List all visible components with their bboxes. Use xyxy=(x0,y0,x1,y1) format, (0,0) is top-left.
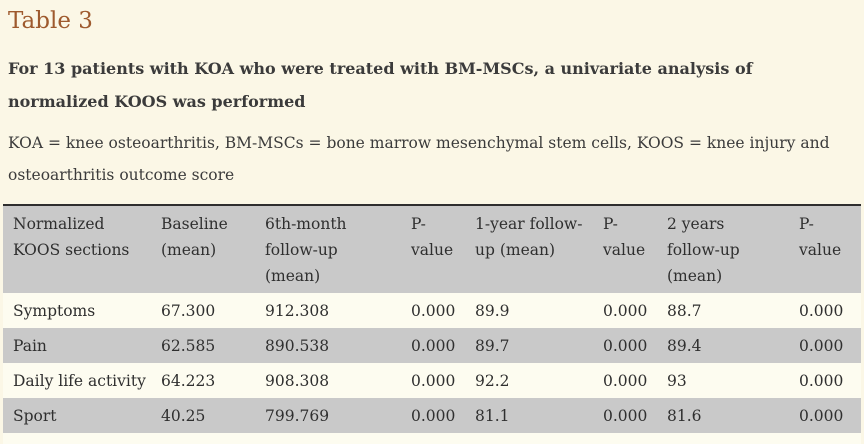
table-cell: 0.000 xyxy=(789,398,861,433)
table-cell: 0.000 xyxy=(401,398,465,433)
table-cell: 40.25 xyxy=(151,398,255,433)
table-title: Table 3 xyxy=(8,8,93,34)
table-cell: 76.9 xyxy=(465,433,593,444)
column-header-p-value-2: P-value xyxy=(593,205,657,293)
table-cell: 81.6 xyxy=(657,398,789,433)
table-cell: Symptoms xyxy=(3,293,151,328)
table-footnote: KOA = knee osteoarthritis, BM-MSCs = bon… xyxy=(8,134,830,184)
table-caption: For 13 patients with KOA who were treate… xyxy=(8,59,753,111)
table-cell: Quality of life xyxy=(3,433,151,444)
table-cell: 0.000 xyxy=(593,293,657,328)
column-header-baseline: Baseline (mean) xyxy=(151,205,255,293)
column-header-sections: Normalized KOOS sections xyxy=(3,205,151,293)
table-cell: 77.4 xyxy=(657,433,789,444)
column-header-6th-month: 6th-month follow-up (mean) xyxy=(255,205,401,293)
table-cell: 0.000 xyxy=(593,328,657,363)
table-cell: 908.308 xyxy=(255,363,401,398)
table-cell: 93 xyxy=(657,363,789,398)
table-cell: 0.000 xyxy=(401,293,465,328)
column-header-p-value-1: P-value xyxy=(401,205,465,293)
table-cell: 62.585 xyxy=(151,328,255,363)
table-row-quality-of-life: Quality of life 34.162 754.923 0.000 76.… xyxy=(3,433,861,444)
table-cell: 0.000 xyxy=(789,433,861,444)
table-cell: 92.2 xyxy=(465,363,593,398)
table-cell: 0.000 xyxy=(401,328,465,363)
table-cell: 0.000 xyxy=(789,328,861,363)
table-cell: 81.1 xyxy=(465,398,593,433)
table-cell: 34.162 xyxy=(151,433,255,444)
table-cell: 0.000 xyxy=(789,363,861,398)
table-cell: 0.000 xyxy=(593,433,657,444)
table-cell: 67.300 xyxy=(151,293,255,328)
table-header-row: Normalized KOOS sections Baseline (mean)… xyxy=(3,205,861,293)
table-cell: 88.7 xyxy=(657,293,789,328)
table-cell: Pain xyxy=(3,328,151,363)
table-row-symptoms: Symptoms 67.300 912.308 0.000 89.9 0.000… xyxy=(3,293,861,328)
table-row-sport: Sport 40.25 799.769 0.000 81.1 0.000 81.… xyxy=(3,398,861,433)
table-cell: 0.000 xyxy=(789,293,861,328)
table-cell: Daily life activity xyxy=(3,363,151,398)
table-cell: Sport xyxy=(3,398,151,433)
table-cell: 0.000 xyxy=(401,433,465,444)
table-cell: 754.923 xyxy=(255,433,401,444)
table-row-daily-life-activity: Daily life activity 64.223 908.308 0.000… xyxy=(3,363,861,398)
table-header-block: Table 3 For 13 patients with KOA who wer… xyxy=(0,7,864,191)
table-cell: 912.308 xyxy=(255,293,401,328)
column-header-1-year: 1-year follow-up (mean) xyxy=(465,205,593,293)
table-cell: 799.769 xyxy=(255,398,401,433)
table-cell: 890.538 xyxy=(255,328,401,363)
column-header-p-value-3: P-value xyxy=(789,205,861,293)
column-header-2-years: 2 years follow-up (mean) xyxy=(657,205,789,293)
table-cell: 89.7 xyxy=(465,328,593,363)
table-cell: 89.4 xyxy=(657,328,789,363)
koos-results-table: Normalized KOOS sections Baseline (mean)… xyxy=(3,204,861,444)
table-cell: 64.223 xyxy=(151,363,255,398)
table-cell: 0.000 xyxy=(593,398,657,433)
table-cell: 0.000 xyxy=(401,363,465,398)
table-cell: 89.9 xyxy=(465,293,593,328)
table-cell: 0.000 xyxy=(593,363,657,398)
table-row-pain: Pain 62.585 890.538 0.000 89.7 0.000 89.… xyxy=(3,328,861,363)
